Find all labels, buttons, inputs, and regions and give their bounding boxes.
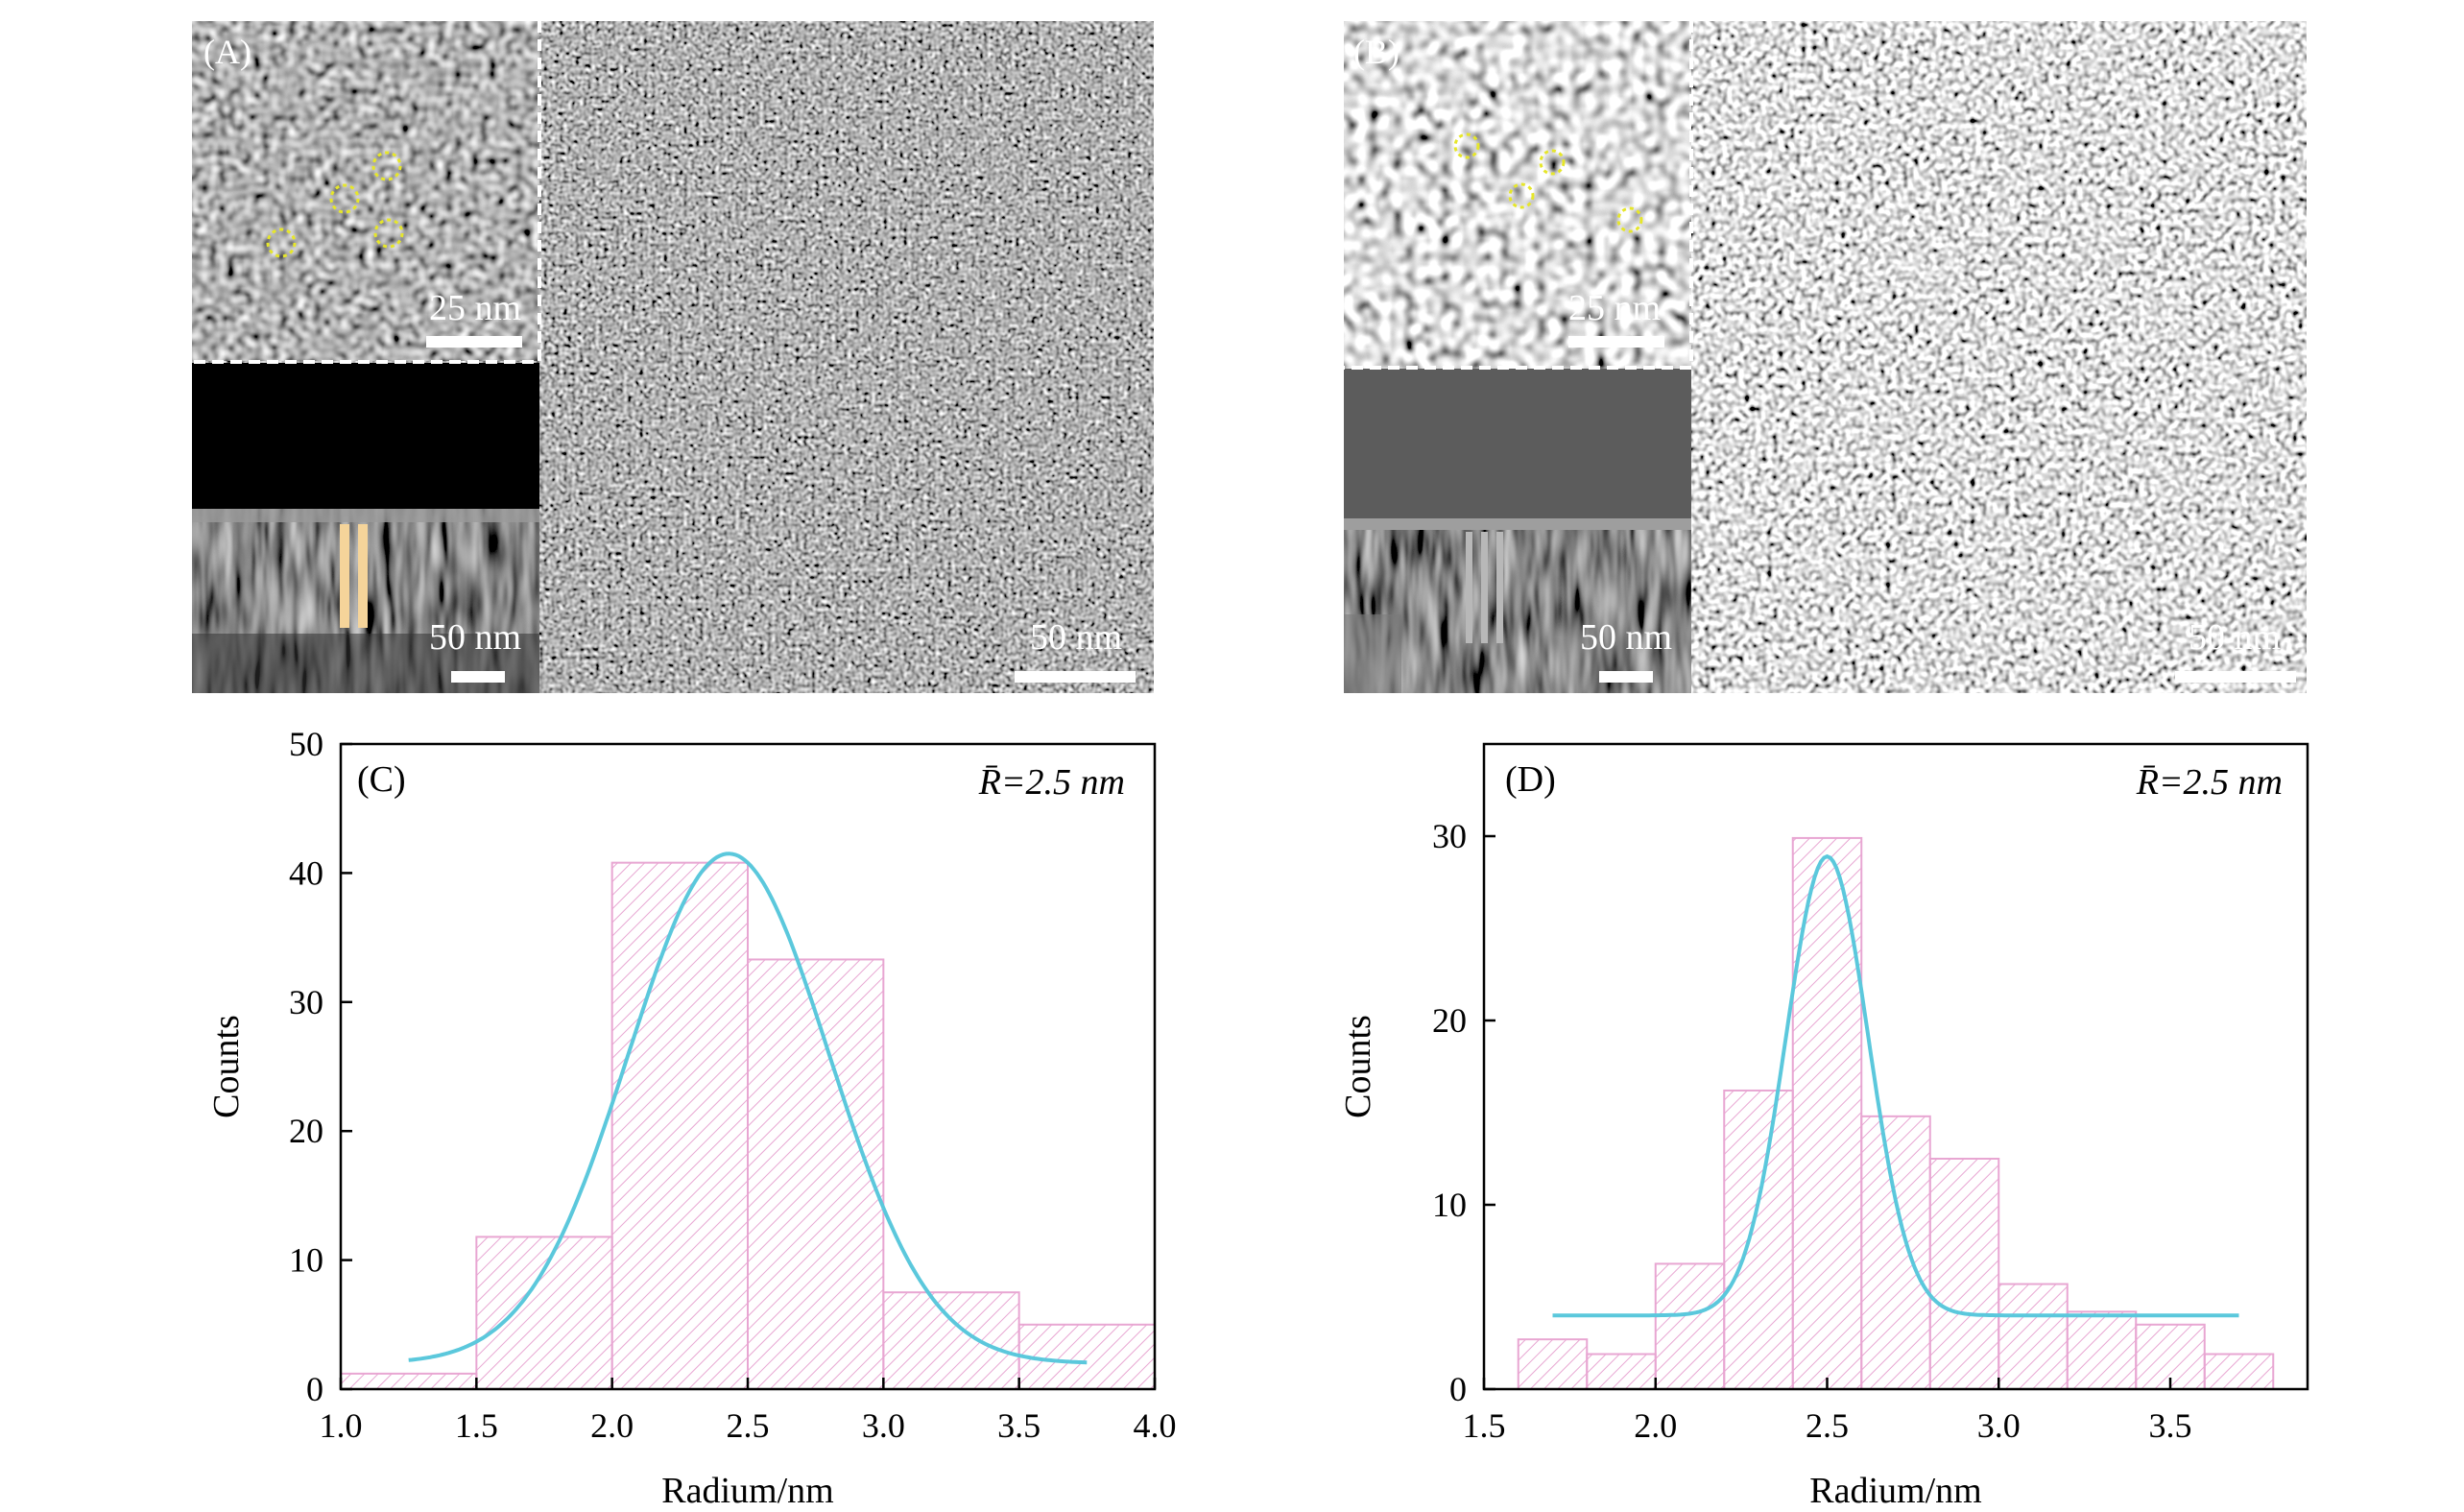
- circle-marker: [1616, 206, 1643, 233]
- cross-section-scalebar-a: [451, 671, 505, 683]
- x-tick-label: 1.0: [320, 1406, 363, 1445]
- y-tick-label: 0: [306, 1370, 323, 1408]
- histogram-bar: [747, 958, 885, 1390]
- x-axis-label-c: Radium/nm: [661, 1471, 833, 1511]
- y-tick-label: 20: [289, 1112, 323, 1150]
- y-tick-label: 40: [289, 853, 323, 892]
- mean-annotation-c: R̄=2.5 nm: [978, 762, 1125, 803]
- circle-marker: [329, 183, 360, 214]
- inset-scalebar-b: [1568, 336, 1664, 348]
- panel-label-b: (B): [1353, 33, 1399, 71]
- x-axis-ticks-c: 1.0 1.5 2.0 2.5 3.0 3.5 4.0: [320, 1378, 1177, 1445]
- circle-marker: [371, 151, 402, 181]
- circle-marker: [1539, 149, 1566, 176]
- y-tick-label: 0: [1449, 1370, 1467, 1408]
- column-markers-b: [1466, 532, 1503, 643]
- histogram-bar: [1928, 1158, 2000, 1390]
- cross-section-scalebar-label-b: 50 nm: [1580, 617, 1672, 658]
- y-tick-label: 10: [289, 1241, 323, 1280]
- x-tick-label: 3.5: [997, 1406, 1041, 1445]
- fit-curve-c: [408, 852, 1088, 1365]
- panel-label-d: (D): [1505, 759, 1556, 800]
- histogram-bar: [1860, 1115, 1931, 1390]
- histogram-bar: [1998, 1283, 2069, 1391]
- column-markers-a: [340, 524, 368, 628]
- bars-c: [340, 861, 1156, 1391]
- column-marker: [1466, 532, 1472, 643]
- x-tick-label: 1.5: [455, 1406, 498, 1445]
- x-tick-label: 2.5: [1806, 1406, 1849, 1445]
- mean-annotation-d: R̄=2.5 nm: [2136, 762, 2283, 803]
- y-axis-label-c: Counts: [206, 1015, 247, 1118]
- column-marker: [340, 524, 349, 628]
- x-tick-label: 1.5: [1463, 1406, 1506, 1445]
- x-axis-ticks-d: 1.5 2.0 2.5 3.0 3.5: [1463, 1378, 2192, 1445]
- inset-scalebar-label-a: 25 nm: [429, 288, 521, 328]
- histogram-bar: [1723, 1089, 1794, 1390]
- inset-scalebar-a: [426, 336, 522, 348]
- histogram-bar: [2066, 1310, 2138, 1390]
- x-axis-label-d: Radium/nm: [1809, 1471, 1981, 1511]
- sem-a-inset-border: [192, 21, 541, 364]
- y-axis-label-d: Counts: [1338, 1015, 1378, 1118]
- histogram-bar: [882, 1291, 1020, 1390]
- sem-b-inset-border: [1344, 21, 1693, 370]
- bars-d: [1517, 836, 2275, 1391]
- x-tick-label: 2.5: [727, 1406, 770, 1445]
- x-tick-label: 2.0: [1634, 1406, 1677, 1445]
- sem-panel-a: (A) 25 nm 50 nm 50 nm: [192, 21, 1154, 693]
- y-tick-label: 50: [289, 725, 323, 763]
- x-tick-label: 2.0: [590, 1406, 634, 1445]
- histogram-bar: [1017, 1323, 1156, 1391]
- sem-panel-b: (B) 25 nm 50 nm 50 nm: [1344, 21, 2307, 693]
- column-marker: [1496, 532, 1503, 643]
- plot-frame-d: [1482, 742, 2309, 1391]
- main-scalebar-a: [1015, 671, 1136, 683]
- y-tick-label: 10: [1432, 1186, 1467, 1224]
- x-tick-label: 3.0: [862, 1406, 905, 1445]
- cross-section-scalebar-label-a: 50 nm: [429, 617, 521, 658]
- y-tick-label: 20: [1432, 1001, 1467, 1040]
- circle-marker: [373, 218, 404, 249]
- x-tick-label: 4.0: [1134, 1406, 1177, 1445]
- cross-section-scalebar-b: [1599, 671, 1653, 683]
- x-tick-label: 3.5: [2149, 1406, 2192, 1445]
- histogram-d: 1.5 2.0 2.5 3.0 3.5 0 10 20 30 (D) R̄=2.5 nm Ra…: [1338, 742, 2309, 1511]
- fit-curve-d: [1552, 853, 2239, 1318]
- histogram-bar: [2203, 1353, 2275, 1391]
- circle-marker: [266, 228, 297, 258]
- histogram-bar: [340, 1372, 478, 1390]
- circle-markers-a: [266, 151, 404, 258]
- x-tick-label: 3.0: [1977, 1406, 2021, 1445]
- histogram-bar: [1586, 1353, 1657, 1391]
- sem-a-inset-top-image: [192, 21, 539, 361]
- y-tick-label: 30: [289, 983, 323, 1021]
- histogram-bar: [1654, 1262, 1726, 1390]
- main-scalebar-label-a: 50 nm: [1030, 617, 1122, 658]
- histogram-bar: [610, 861, 750, 1390]
- y-axis-ticks-d: 0 10 20 30: [1432, 817, 1495, 1408]
- histogram-c: 1.0 1.5 2.0 2.5 3.0 3.5 4.0 0 10 20 30 40 50 (C) R̄…: [206, 725, 1177, 1511]
- y-tick-label: 30: [1432, 817, 1467, 855]
- circle-markers-b: [1453, 132, 1643, 233]
- y-axis-ticks-c: 0 10 20 30 40 50: [289, 725, 352, 1408]
- sem-b-inset-top-image: [1344, 21, 1691, 369]
- histogram-bar: [475, 1236, 613, 1390]
- sem-b-cross-section: [1344, 369, 1691, 693]
- main-scalebar-label-b: 50 nm: [2189, 617, 2281, 658]
- panel-label-a: (A): [203, 33, 251, 71]
- circle-marker: [1453, 132, 1480, 159]
- column-marker: [1481, 532, 1488, 643]
- inset-scalebar-label-b: 25 nm: [1568, 288, 1661, 328]
- panel-label-c: (C): [357, 759, 406, 800]
- histogram-bar: [1517, 1338, 1589, 1391]
- column-marker: [358, 524, 368, 628]
- main-scalebar-b: [2175, 671, 2296, 683]
- circle-marker: [1508, 182, 1535, 209]
